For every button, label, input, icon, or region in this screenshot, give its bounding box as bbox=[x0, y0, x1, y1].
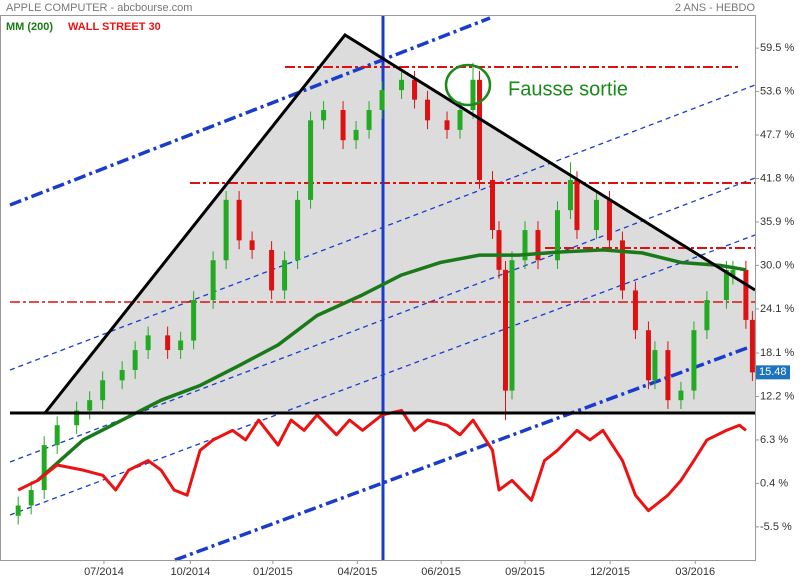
candle-body bbox=[470, 79, 476, 111]
triangle-fill bbox=[45, 35, 755, 413]
candle-body bbox=[574, 179, 580, 231]
plot-frame bbox=[0, 15, 756, 561]
trend-drawing bbox=[9, 15, 756, 562]
candle-body bbox=[567, 179, 573, 211]
candle-body bbox=[100, 380, 106, 401]
candle-body bbox=[509, 260, 515, 391]
candle-body bbox=[41, 445, 47, 491]
x-tick-label: 03/2016 bbox=[675, 566, 715, 578]
candle-body bbox=[321, 110, 327, 121]
series-line bbox=[17, 408, 747, 513]
candle-body bbox=[87, 400, 93, 411]
legend-entry: WALL STREET 30 bbox=[68, 21, 161, 33]
candle-body bbox=[723, 269, 729, 301]
channel-line bbox=[9, 16, 491, 207]
candle-body bbox=[665, 350, 671, 401]
candle-body bbox=[249, 240, 255, 250]
candle-body bbox=[74, 410, 80, 426]
x-tick-label: 07/2014 bbox=[84, 566, 124, 578]
candle-body bbox=[132, 350, 138, 370]
candle-body bbox=[295, 199, 301, 261]
y-tick-label: 24.1 % bbox=[760, 303, 794, 315]
candle-body bbox=[282, 260, 288, 291]
candle-body bbox=[165, 335, 171, 351]
candle-body bbox=[145, 335, 151, 351]
candle-body bbox=[353, 129, 359, 141]
candle-body bbox=[191, 300, 197, 341]
triangle-line bbox=[43, 33, 756, 414]
candle-body bbox=[619, 240, 625, 291]
candle-body bbox=[730, 269, 736, 276]
candle-body bbox=[425, 99, 431, 121]
candle-body bbox=[522, 230, 528, 261]
price-tag-label: 15.48 bbox=[759, 366, 787, 378]
x-tick-label: 09/2015 bbox=[505, 566, 545, 578]
channel-line bbox=[174, 343, 756, 562]
y-tick-label: 6.3 % bbox=[760, 434, 788, 446]
candle-body bbox=[399, 79, 405, 91]
highlight-circle bbox=[444, 63, 492, 107]
candle-body bbox=[28, 490, 34, 506]
x-tick-label: 06/2015 bbox=[421, 566, 461, 578]
candle-body bbox=[210, 260, 216, 301]
candle-body bbox=[477, 79, 483, 180]
candle-body bbox=[645, 330, 651, 381]
y-tick-label: 47.7 % bbox=[760, 129, 794, 141]
y-tick-label: 30.0 % bbox=[760, 259, 794, 271]
candle-body bbox=[743, 269, 749, 320]
candle-body bbox=[490, 179, 496, 231]
legend-entry: MM (200) bbox=[6, 21, 53, 33]
y-tick-label: -5.5 % bbox=[760, 521, 792, 533]
candle-body bbox=[15, 505, 21, 516]
x-tick-label: 12/2015 bbox=[590, 566, 630, 578]
y-tick-label: 35.9 % bbox=[760, 216, 794, 228]
x-tick-label: 04/2015 bbox=[337, 566, 377, 578]
price-tag bbox=[756, 365, 790, 380]
y-tick-label: 0.4 % bbox=[760, 477, 788, 489]
y-tick-label: 53.6 % bbox=[760, 86, 794, 98]
candle-body bbox=[412, 79, 418, 100]
candle-body bbox=[308, 120, 314, 200]
candle-body bbox=[704, 300, 710, 331]
candle-body bbox=[691, 330, 697, 391]
candle-body bbox=[457, 110, 463, 130]
plot-area bbox=[15, 62, 755, 525]
candle-body bbox=[554, 210, 560, 261]
candle-body bbox=[223, 199, 229, 261]
candle-body bbox=[749, 319, 755, 373]
candle-body bbox=[502, 269, 508, 391]
candle-body bbox=[269, 249, 275, 291]
x-tick-label: 10/2014 bbox=[170, 566, 210, 578]
chart-subtitle: 2 ANS - HEBDO bbox=[675, 2, 756, 14]
candle-body bbox=[593, 199, 599, 231]
y-tick-label: 41.8 % bbox=[760, 172, 794, 184]
candle-body bbox=[366, 110, 372, 130]
candle-body bbox=[444, 120, 450, 130]
candle-body bbox=[632, 290, 638, 331]
candle-body bbox=[535, 230, 541, 261]
candle-body bbox=[340, 110, 346, 141]
candle-body bbox=[54, 425, 60, 446]
candle-body bbox=[606, 199, 612, 241]
y-tick-label: 12.2 % bbox=[760, 390, 794, 402]
candle-body bbox=[379, 90, 385, 111]
chart-title: APPLE COMPUTER - abcbourse.com bbox=[6, 2, 192, 14]
triangle-outline bbox=[10, 33, 756, 415]
x-tick-label: 01/2015 bbox=[253, 566, 293, 578]
candle-body bbox=[236, 199, 242, 241]
annotation: Fausse sortie bbox=[508, 78, 628, 100]
candle-body bbox=[178, 340, 184, 351]
candle-body bbox=[496, 230, 502, 270]
candle-body bbox=[678, 390, 684, 401]
y-tick-label: 18.1 % bbox=[760, 347, 794, 359]
candle-body bbox=[652, 350, 658, 381]
y-tick-label: 59.5 % bbox=[760, 42, 794, 54]
candle-body bbox=[119, 369, 125, 381]
series-line bbox=[36, 248, 747, 482]
